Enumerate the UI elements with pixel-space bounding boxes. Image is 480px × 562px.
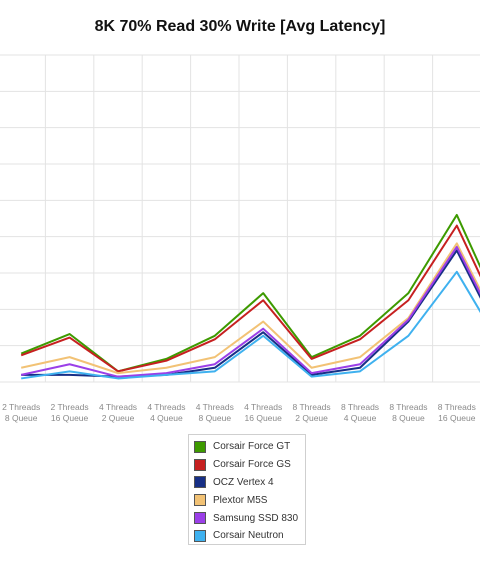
legend-label: Samsung SSD 830 <box>213 512 299 524</box>
x-tick-label: 4 Threads <box>244 402 282 412</box>
legend: Corsair Force GT Corsair Force GS OCZ Vert… <box>188 434 306 545</box>
x-tick-label: 8 Queue <box>392 413 425 423</box>
x-tick-label: 8 Threads <box>293 402 331 412</box>
legend-swatch <box>194 440 206 453</box>
x-tick-label: 16 Queue <box>438 413 476 423</box>
x-tick-label: 16 Queue <box>51 413 89 423</box>
legend-swatch <box>194 458 206 471</box>
legend-item: Plextor M5S <box>194 491 300 509</box>
x-tick-label: 4 Threads <box>99 402 137 412</box>
x-tick-label: 8 Threads <box>389 402 427 412</box>
legend-swatch <box>194 494 206 507</box>
legend-swatch <box>194 512 206 525</box>
legend-item: Corsair Neutron <box>194 527 300 545</box>
x-tick-label: 8 Threads <box>438 402 476 412</box>
x-tick-label: 4 Queue <box>344 413 377 423</box>
series-line-plextor-m5s <box>20 242 480 375</box>
x-tick-label: 8 Queue <box>198 413 231 423</box>
x-tick-label: 8 Threads <box>341 402 379 412</box>
x-tick-label: 2 Threads <box>2 402 40 412</box>
legend-item: Corsair Force GS <box>194 456 300 474</box>
x-tick-label: 2 Queue <box>102 413 135 423</box>
x-tick-label: 4 Threads <box>147 402 185 412</box>
series-line-samsung-ssd-830 <box>20 245 480 378</box>
legend-item: Corsair Force GT <box>194 438 300 456</box>
x-tick-label: 2 Queue <box>295 413 328 423</box>
legend-label: Corsair Force GS <box>213 459 291 471</box>
legend-swatch <box>194 529 206 542</box>
legend-item: OCZ Vertex 4 <box>194 474 300 492</box>
legend-label: Plextor M5S <box>213 494 268 506</box>
x-tick-label: 2 Threads <box>51 402 89 412</box>
legend-item: Samsung SSD 830 <box>194 509 300 527</box>
series-line-corsair-neutron <box>21 270 480 380</box>
gridlines <box>0 54 480 383</box>
legend-label: Corsair Force GT <box>213 441 291 453</box>
legend-label: Corsair Neutron <box>213 530 284 542</box>
x-tick-label: 4 Queue <box>150 413 183 423</box>
series-line-corsair-force-gs <box>20 224 480 373</box>
legend-swatch <box>194 476 206 489</box>
legend-label: OCZ Vertex 4 <box>213 476 274 488</box>
series-line-corsair-force-gt <box>20 213 480 373</box>
x-tick-label: 16 Queue <box>245 413 283 423</box>
chart-title: 8K 70% Read 30% Write [Avg Latency] <box>94 18 386 35</box>
series-lines <box>20 213 480 380</box>
x-tick-label: 8 Queue <box>5 413 38 423</box>
x-tick-label: 4 Threads <box>196 402 234 412</box>
